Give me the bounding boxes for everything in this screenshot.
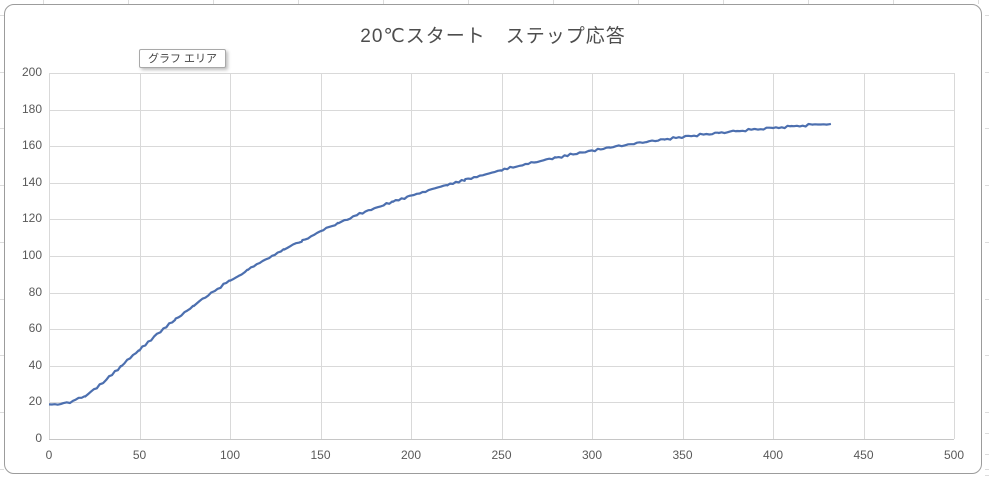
x-tick-label: 400	[762, 448, 784, 462]
worksheet-gridline-stub	[985, 185, 989, 186]
worksheet-gridline-stub	[985, 72, 989, 73]
worksheet-gridline-stub	[0, 355, 4, 356]
worksheet-gridline-stub	[985, 454, 989, 455]
step-response-series[interactable]	[48, 122, 832, 406]
y-tick-label: 80	[28, 284, 42, 299]
worksheet-gridline-stub	[985, 299, 989, 300]
y-tick-label: 20	[28, 394, 42, 409]
x-tick-label: 150	[310, 448, 331, 462]
worksheet-gridline-stub	[298, 0, 299, 4]
worksheet-gridline-stub	[985, 469, 989, 470]
chart-title[interactable]: 20℃スタート ステップ応答	[360, 26, 626, 47]
x-tick-label: 200	[400, 448, 422, 462]
worksheet-gridline-stub	[383, 0, 384, 4]
y-tick-label: 60	[28, 321, 42, 336]
x-tick-label: 300	[581, 448, 603, 462]
y-tick-label: 0	[35, 431, 42, 445]
worksheet-gridline-stub	[985, 433, 989, 434]
worksheet-gridline-stub	[0, 242, 4, 243]
y-tick-label: 40	[28, 357, 42, 372]
tooltip-text: グラフ エリア	[148, 53, 218, 65]
y-tick-label: 120	[21, 211, 42, 226]
worksheet-gridline-stub	[0, 128, 4, 129]
worksheet-gridline-stub	[985, 128, 989, 129]
worksheet-gridline-stub	[985, 242, 989, 243]
worksheet-gridline-stub	[0, 15, 4, 16]
worksheet-gridline-stub	[0, 469, 4, 470]
y-tick-label: 160	[21, 138, 42, 153]
x-tick-label: 450	[853, 448, 874, 462]
worksheet-gridline-stub	[985, 15, 989, 16]
worksheet-gridline-stub	[0, 185, 4, 186]
x-tick-label: 50	[132, 448, 147, 462]
x-tick-label: 0	[45, 448, 53, 462]
x-tick-label: 500	[943, 448, 965, 462]
y-tick-label: 100	[21, 248, 42, 262]
worksheet-gridline-stub	[553, 0, 554, 4]
x-tick-label: 250	[491, 448, 512, 462]
worksheet-gridline-stub	[893, 0, 894, 4]
worksheet-gridline-stub	[43, 0, 44, 4]
y-tick-label: 140	[21, 174, 42, 189]
worksheet-gridline-stub	[808, 0, 809, 4]
worksheet-gridline-stub	[0, 72, 4, 73]
x-tick-label: 100	[219, 448, 241, 462]
worksheet-gridline-stub	[985, 412, 989, 413]
x-tick-label: 350	[672, 448, 693, 462]
worksheet-gridline-stub	[638, 0, 639, 4]
worksheet-gridline-stub	[985, 355, 989, 356]
worksheet-gridline-stub	[985, 475, 989, 476]
worksheet-gridline-stub	[0, 412, 4, 413]
y-tick-label: 200	[21, 65, 42, 79]
worksheet-gridline-stub	[468, 0, 469, 4]
worksheet-gridline-stub	[0, 299, 4, 300]
chart-area[interactable]: 20℃スタート ステップ応答 0 20 40 60 80 100 120 140 160 180 2…	[4, 4, 982, 474]
worksheet-gridline-stub	[723, 0, 724, 4]
chart-area-tooltip: グラフ エリア	[139, 49, 227, 68]
worksheet-gridline-stub	[128, 0, 129, 4]
worksheet-gridline-stub	[978, 0, 979, 4]
y-tick-label: 180	[21, 101, 42, 116]
worksheet-gridline-stub	[213, 0, 214, 4]
